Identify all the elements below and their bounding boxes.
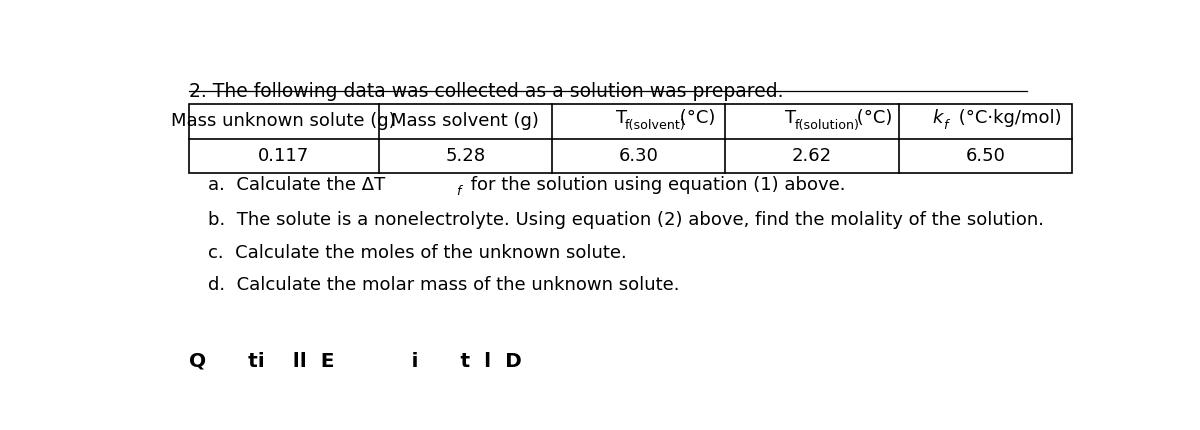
Text: 6.30: 6.30 (619, 147, 659, 165)
Text: (°C): (°C) (674, 109, 715, 127)
Text: (°C·kg/mol): (°C·kg/mol) (953, 109, 1062, 127)
Text: Mass solvent (g): Mass solvent (g) (391, 112, 539, 130)
Text: a.  Calculate the ΔT: a. Calculate the ΔT (208, 176, 385, 194)
Text: T: T (616, 109, 626, 127)
Text: 5.28: 5.28 (445, 147, 486, 165)
Text: 0.117: 0.117 (258, 147, 310, 165)
Text: T: T (785, 109, 796, 127)
Text: b.  The solute is a nonelectrolyte. Using equation (2) above, find the molality : b. The solute is a nonelectrolyte. Using… (208, 211, 1044, 229)
Text: c.  Calculate the moles of the unknown solute.: c. Calculate the moles of the unknown so… (208, 243, 626, 261)
Text: f: f (456, 185, 461, 198)
Text: f: f (943, 119, 948, 132)
Text: f(solution): f(solution) (796, 119, 860, 132)
Text: 2.62: 2.62 (792, 147, 833, 165)
Bar (188, 104, 1073, 173)
Text: k: k (932, 109, 943, 127)
Text: for the solution using equation (1) above.: for the solution using equation (1) abov… (466, 176, 846, 194)
Text: 2. The following data was collected as a solution was prepared.: 2. The following data was collected as a… (188, 83, 784, 101)
Text: Q      ti    ll  E           i      t  l  D: Q ti ll E i t l D (188, 351, 522, 370)
Text: 6.50: 6.50 (966, 147, 1006, 165)
Text: (°C): (°C) (851, 109, 893, 127)
Text: Mass unknown solute (g): Mass unknown solute (g) (172, 112, 396, 130)
Text: d.  Calculate the molar mass of the unknown solute.: d. Calculate the molar mass of the unkno… (208, 276, 679, 294)
Text: f(solvent): f(solvent) (625, 119, 685, 132)
